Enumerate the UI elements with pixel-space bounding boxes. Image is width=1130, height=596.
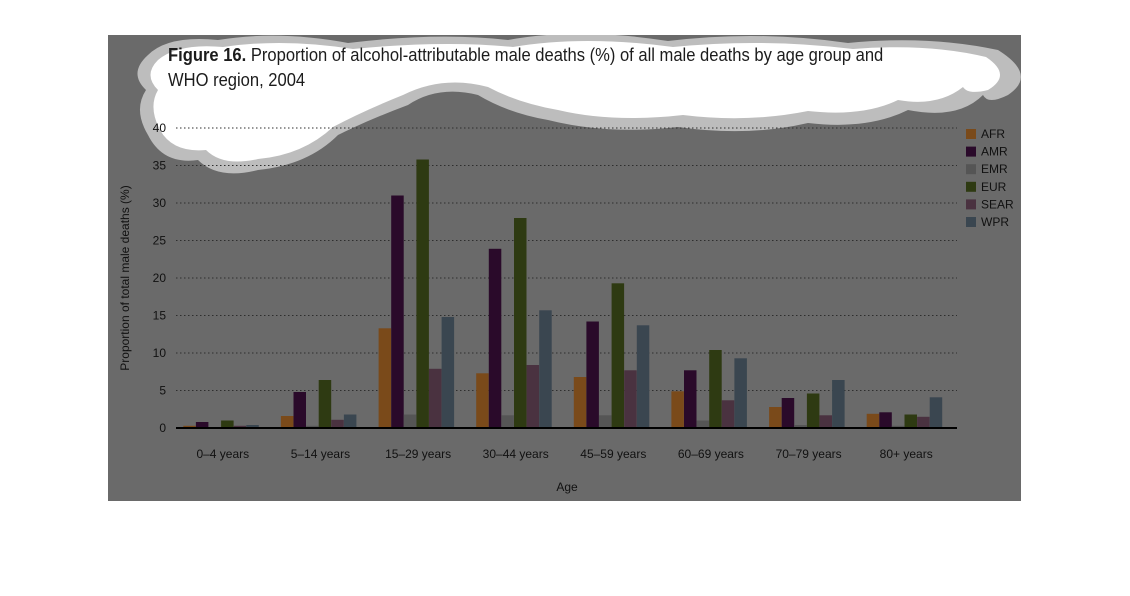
bar-afr bbox=[573, 377, 587, 428]
bar-amr bbox=[781, 398, 795, 428]
x-tick-label: 30–44 years bbox=[483, 447, 549, 461]
bars bbox=[183, 159, 943, 429]
legend-label: EMR bbox=[981, 162, 1008, 176]
bar-chart: 0 5 10 15 20 25 30 35 40 0–4 years 5–14 years 15–29… bbox=[118, 121, 1014, 494]
bar-wpr bbox=[734, 358, 747, 429]
x-tick-label: 45–59 years bbox=[580, 447, 646, 461]
y-tick-label: 20 bbox=[153, 271, 167, 285]
x-tick-label: 80+ years bbox=[880, 447, 933, 461]
bar-amr bbox=[684, 370, 697, 429]
bar-sear bbox=[526, 365, 540, 428]
gridlines bbox=[176, 127, 957, 391]
y-tick-label: 25 bbox=[153, 234, 167, 248]
bar-afr bbox=[476, 373, 489, 429]
figure-panel: Figure 16. Proportion of alcohol-attribu… bbox=[108, 35, 1021, 501]
bar-sear bbox=[331, 419, 344, 429]
x-tick-label: 70–79 years bbox=[776, 447, 842, 461]
x-axis-title: Age bbox=[556, 480, 578, 494]
legend-swatch bbox=[966, 164, 976, 175]
legend-label: AMR bbox=[981, 145, 1008, 159]
bar-emr bbox=[599, 415, 612, 429]
bar-eur bbox=[318, 380, 332, 428]
bar-wpr bbox=[343, 414, 357, 428]
bar-emr bbox=[891, 425, 905, 429]
legend-swatch bbox=[966, 217, 976, 227]
bar-eur bbox=[806, 393, 820, 428]
legend: AFR AMR EMR EUR SEAR WPR bbox=[966, 127, 1014, 229]
bar-amr bbox=[391, 195, 404, 428]
x-tick-label: 5–14 years bbox=[291, 447, 350, 461]
bar-eur bbox=[416, 159, 429, 428]
y-tick-label: 35 bbox=[153, 159, 167, 173]
bar-sear bbox=[429, 368, 442, 429]
bar-wpr bbox=[246, 425, 259, 428]
legend-swatch bbox=[966, 129, 976, 139]
bar-eur bbox=[709, 350, 722, 428]
cloud-overlay bbox=[137, 35, 1021, 174]
bar-amr bbox=[195, 422, 209, 428]
figure-title: Figure 16. Proportion of alcohol-attribu… bbox=[168, 43, 922, 93]
axes: 0 5 10 15 20 25 30 35 40 0–4 years 5–14 years 15–29… bbox=[153, 121, 957, 461]
bar-amr bbox=[586, 321, 599, 428]
bar-emr bbox=[794, 425, 807, 428]
bar-amr bbox=[879, 412, 892, 429]
legend-label: EUR bbox=[981, 180, 1007, 194]
legend-label: AFR bbox=[981, 127, 1005, 141]
bar-sear bbox=[721, 400, 735, 429]
x-tick-label: 0–4 years bbox=[196, 447, 249, 461]
bar-amr bbox=[488, 248, 502, 428]
bar-eur bbox=[221, 420, 234, 428]
bar-afr bbox=[183, 425, 196, 429]
bar-wpr bbox=[929, 397, 943, 429]
y-tick-label: 0 bbox=[159, 421, 166, 435]
legend-swatch bbox=[966, 146, 976, 157]
figure-title-text: Proportion of alcohol-attributable male … bbox=[168, 45, 884, 90]
bar-sear bbox=[819, 415, 832, 429]
bar-afr bbox=[378, 328, 392, 429]
bar-emr bbox=[696, 420, 710, 428]
bar-afr bbox=[769, 407, 782, 428]
bar-eur bbox=[904, 414, 917, 428]
bar-wpr bbox=[636, 325, 650, 429]
y-tick-label: 5 bbox=[159, 384, 166, 398]
y-axis-title: Proportion of total male deaths (%) bbox=[118, 185, 132, 370]
bar-afr bbox=[671, 391, 684, 429]
x-tick-label: 60–69 years bbox=[678, 447, 744, 461]
y-tick-label: 15 bbox=[153, 309, 167, 323]
bar-sear bbox=[624, 370, 637, 429]
bar-sear bbox=[917, 416, 930, 429]
bar-emr bbox=[501, 415, 514, 429]
bar-eur bbox=[611, 283, 625, 429]
bar-wpr bbox=[539, 310, 552, 429]
bar-afr bbox=[280, 416, 294, 428]
x-tick-label: 15–29 years bbox=[385, 447, 451, 461]
legend-swatch bbox=[966, 199, 976, 210]
y-tick-label: 10 bbox=[153, 346, 167, 360]
bar-emr bbox=[403, 414, 417, 428]
bar-wpr bbox=[441, 317, 455, 428]
bar-emr bbox=[306, 425, 319, 429]
figure-label: Figure 16. bbox=[168, 45, 247, 65]
legend-label: WPR bbox=[981, 215, 1009, 229]
bar-amr bbox=[293, 392, 306, 428]
bar-eur bbox=[514, 218, 527, 428]
y-tick-label: 40 bbox=[153, 121, 167, 135]
bar-wpr bbox=[832, 380, 845, 428]
legend-label: SEAR bbox=[981, 197, 1014, 211]
bar-afr bbox=[866, 413, 880, 429]
y-tick-label: 30 bbox=[153, 196, 167, 210]
bar-sear bbox=[233, 425, 247, 429]
legend-swatch bbox=[966, 181, 976, 192]
